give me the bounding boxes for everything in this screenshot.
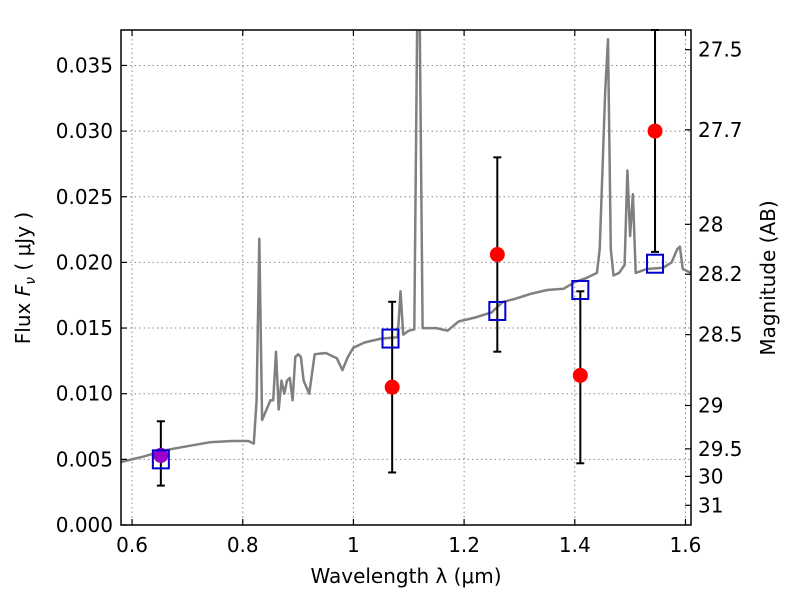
model-photometry-square: [488, 300, 507, 321]
y2-tick-label: 31: [698, 493, 723, 517]
y-tick-label: 0.005: [56, 447, 113, 471]
y2-tick-label: 27.7: [698, 118, 743, 142]
y2-axis-label: Magnitude (AB): [756, 200, 780, 355]
y2-tick-label: 28.5: [698, 323, 743, 347]
observed-flux-point: [572, 367, 588, 383]
y-tick-label: 0.035: [56, 53, 113, 77]
observed-flux-point: [153, 447, 169, 463]
x-axis-label: Wavelength λ (μm): [310, 564, 501, 588]
y2-tick-label: 29: [698, 394, 723, 418]
observed-flux-point: [384, 379, 400, 395]
observed-flux-point: [489, 247, 505, 263]
x-tick-label: 0.8: [227, 533, 259, 557]
y-axis-label-var: F: [11, 284, 35, 296]
y2-tick-label: 28: [698, 212, 723, 236]
x-tick-label: 1.6: [670, 533, 702, 557]
y2-tick-label: 30: [698, 464, 723, 488]
observed-flux-point: [647, 123, 663, 139]
plot-frame: [120, 29, 692, 526]
y-axis-label-pre: Flux: [11, 296, 35, 344]
x-tick-label: 1: [347, 533, 360, 557]
y-axis-label-sub: ν: [23, 277, 39, 285]
y-tick-label: 0.010: [56, 382, 113, 406]
y-tick-label: 0.030: [56, 119, 113, 143]
y-tick-label: 0.000: [56, 513, 113, 537]
errorbars: [156, 29, 660, 487]
y-tick-label: 0.025: [56, 185, 113, 209]
x-tick-label: 1.4: [559, 533, 591, 557]
y-axis-label: Flux Fν ( μJy ): [11, 212, 39, 344]
x-tick-label: 0.6: [116, 533, 148, 557]
model-spectrum-line: [121, 30, 691, 464]
model-photometry-square: [381, 328, 400, 349]
model-photometry-square: [151, 449, 170, 470]
model-photometry-square: [646, 253, 665, 274]
y2-tick-label: 28.2: [698, 262, 743, 286]
y-tick-label: 0.020: [56, 250, 113, 274]
model-photometry-square: [571, 279, 590, 300]
markers: [151, 123, 665, 470]
y-axis-label-post: ( μJy ): [11, 212, 35, 277]
y2-tick-label: 27.5: [698, 38, 743, 62]
axis-ticks: 0.6 0.8 1 1.2 1.4 1.6 0.000 0.005 0.010 0.015 0.02…: [56, 30, 743, 557]
y2-tick-label: 29.5: [698, 437, 743, 461]
y-tick-label: 0.015: [56, 316, 113, 340]
plot-area: [121, 30, 691, 464]
x-tick-label: 1.2: [448, 533, 480, 557]
